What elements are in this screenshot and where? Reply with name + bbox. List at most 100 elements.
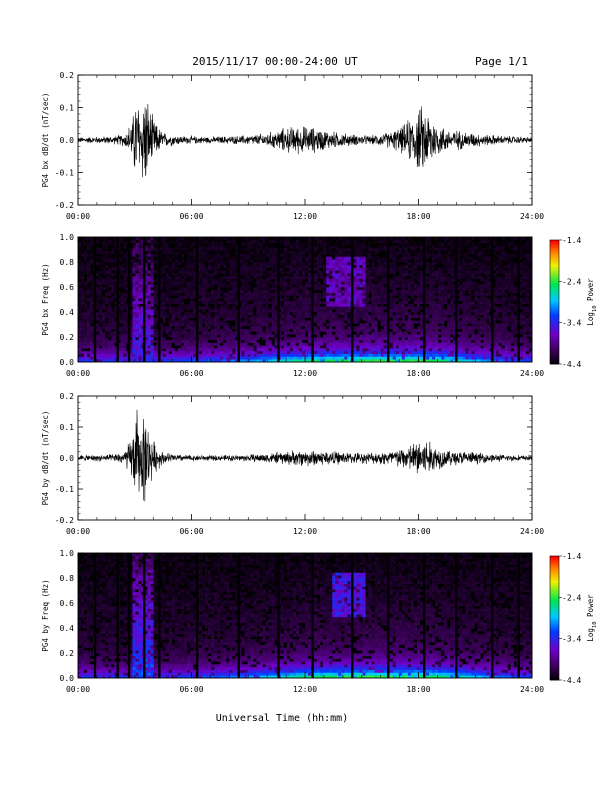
heatmap-cell <box>341 245 344 248</box>
heatmap-cell <box>399 329 402 332</box>
heatmap-cell <box>99 284 102 287</box>
heatmap-cell <box>139 276 142 279</box>
heatmap-cell <box>148 312 151 315</box>
heatmap-cell <box>375 306 378 309</box>
heatmap-cell <box>393 320 396 323</box>
heatmap-cell <box>217 306 220 309</box>
heatmap-cell <box>139 290 142 293</box>
heatmap-cell <box>163 251 166 254</box>
heatmap-cell <box>220 340 223 343</box>
heatmap-cell <box>293 281 296 284</box>
heatmap-cell <box>151 343 154 346</box>
heatmap-cell <box>359 304 362 307</box>
heatmap-cell <box>375 329 378 332</box>
heatmap-cell <box>87 323 90 326</box>
heatmap-cell <box>332 320 335 323</box>
heatmap-cell <box>105 276 108 279</box>
heatmap-cell <box>244 343 247 346</box>
heatmap-cell <box>139 279 142 282</box>
heatmap-cell <box>120 334 123 337</box>
heatmap-cell <box>323 345 326 348</box>
heatmap-cell <box>99 312 102 315</box>
heatmap-cell <box>202 351 205 354</box>
heatmap-cell <box>323 312 326 315</box>
heatmap-cell <box>287 301 290 304</box>
heatmap-cell <box>87 245 90 248</box>
heatmap-cell <box>341 298 344 301</box>
heatmap-cell <box>299 301 302 304</box>
heatmap-cell <box>181 318 184 321</box>
heatmap-cell <box>169 243 172 246</box>
heatmap-cell <box>220 343 223 346</box>
heatmap-cell <box>284 295 287 298</box>
heatmap-cell <box>290 287 293 290</box>
heatmap-cell <box>257 276 260 279</box>
heatmap-cell <box>359 298 362 301</box>
heatmap-cell <box>139 301 142 304</box>
heatmap-cell <box>290 256 293 259</box>
heatmap-cell <box>257 279 260 282</box>
heatmap-cell <box>190 262 193 265</box>
heatmap-cell <box>102 301 105 304</box>
heatmap-cell <box>263 337 266 340</box>
heatmap-cell <box>269 290 272 293</box>
heatmap-cell <box>396 293 399 296</box>
heatmap-cell <box>90 329 93 332</box>
heatmap-cell <box>90 323 93 326</box>
heatmap-cell <box>190 248 193 251</box>
heatmap-cell <box>390 290 393 293</box>
heatmap-cell <box>402 279 405 282</box>
heatmap-cell <box>111 276 114 279</box>
heatmap-cell <box>187 284 190 287</box>
heatmap-cell <box>338 270 341 273</box>
heatmap-cell <box>284 354 287 357</box>
heatmap-cell <box>347 270 350 273</box>
heatmap-cell <box>78 354 81 357</box>
heatmap-cell <box>332 281 335 284</box>
heatmap-cell <box>214 340 217 343</box>
heatmap-cell <box>390 295 393 298</box>
heatmap-cell <box>317 281 320 284</box>
heatmap-cell <box>178 323 181 326</box>
heatmap-cell <box>175 284 178 287</box>
heatmap-cell <box>375 256 378 259</box>
heatmap-cell <box>244 284 247 287</box>
heatmap-cell <box>335 323 338 326</box>
heatmap-cell <box>290 326 293 329</box>
heatmap-cell <box>332 273 335 276</box>
heatmap-cell <box>223 262 226 265</box>
heatmap-cell <box>366 298 369 301</box>
heatmap-cell <box>356 248 359 251</box>
heatmap-cell <box>384 345 387 348</box>
heatmap-cell <box>223 304 226 307</box>
heatmap-cell <box>202 251 205 254</box>
heatmap-cell <box>305 240 308 243</box>
heatmap-cell <box>190 348 193 351</box>
heatmap-cell <box>317 326 320 329</box>
heatmap-cell <box>199 304 202 307</box>
heatmap-cell <box>108 262 111 265</box>
heatmap-cell <box>281 348 284 351</box>
heatmap-cell <box>105 254 108 257</box>
heatmap-cell <box>226 340 229 343</box>
heatmap-cell <box>363 323 366 326</box>
heatmap-cell <box>81 323 84 326</box>
heatmap-cell <box>356 301 359 304</box>
heatmap-cell <box>232 295 235 298</box>
heatmap-cell <box>193 259 196 262</box>
heatmap-cell <box>335 326 338 329</box>
heatmap-cell <box>90 320 93 323</box>
heatmap-cell <box>347 265 350 268</box>
heatmap-cell <box>166 356 169 359</box>
heatmap-cell <box>169 351 172 354</box>
heatmap-cell <box>263 326 266 329</box>
heatmap-cell <box>105 237 108 240</box>
heatmap-cell <box>178 270 181 273</box>
heatmap-cell <box>241 290 244 293</box>
heatmap-cell <box>78 323 81 326</box>
heatmap-cell <box>257 351 260 354</box>
heatmap-cell <box>120 345 123 348</box>
heatmap-cell <box>257 306 260 309</box>
heatmap-cell <box>302 259 305 262</box>
heatmap-cell <box>214 306 217 309</box>
